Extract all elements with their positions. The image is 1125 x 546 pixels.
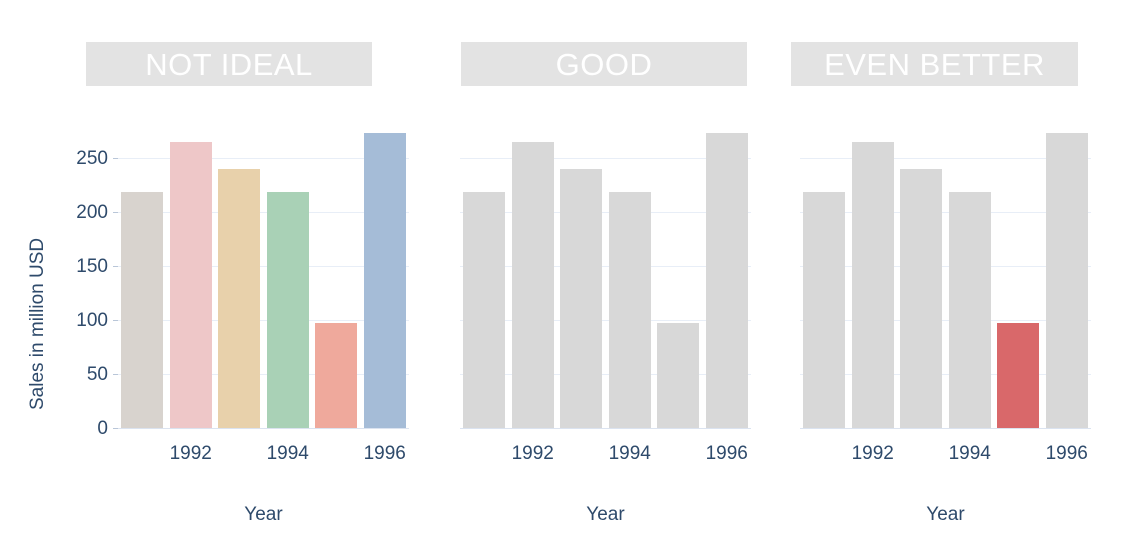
y-tick-mark [113, 428, 118, 429]
y-tick-mark [113, 319, 118, 321]
bar-1992[interactable] [851, 141, 894, 428]
x-axis-title: Year [586, 504, 625, 525]
bar-1991[interactable] [463, 192, 506, 428]
bar-1992[interactable] [511, 141, 554, 428]
x-tick-label: 1994 [608, 443, 651, 464]
chart-title-banner: GOOD [461, 42, 747, 86]
chart-title-banner: NOT IDEAL [86, 42, 372, 86]
bar-group [460, 120, 751, 428]
bar-1992[interactable] [169, 141, 212, 428]
x-tick-label: 1996 [363, 443, 406, 464]
bar-1996[interactable] [363, 132, 406, 428]
bar-1991[interactable] [803, 192, 846, 428]
chart-title-text: GOOD [555, 46, 653, 82]
y-tick-label: 200 [76, 201, 108, 223]
plot-area [118, 120, 409, 429]
bar-1996[interactable] [1045, 132, 1088, 428]
x-tick-label: 1992 [511, 443, 554, 464]
bar-1991[interactable] [121, 192, 164, 428]
bar-1995[interactable] [997, 323, 1040, 428]
y-tick-label: 250 [76, 147, 108, 169]
chart-title-banner: EVEN BETTER [791, 42, 1078, 86]
y-tick-mark [113, 211, 118, 213]
bar-1994[interactable] [948, 192, 991, 428]
bar-group [118, 120, 409, 428]
x-tick-label: 1994 [948, 443, 991, 464]
x-axis-title: Year [244, 504, 283, 525]
x-axis-title: Year [926, 504, 965, 525]
y-tick-label: 50 [86, 363, 108, 385]
x-tick-label: 1992 [851, 443, 894, 464]
bar-1994[interactable] [266, 192, 309, 428]
plot-area [800, 120, 1091, 429]
y-tick-label: 150 [76, 255, 108, 277]
bar-1994[interactable] [608, 192, 651, 428]
bar-1993[interactable] [560, 168, 603, 428]
x-tick-label: 1996 [705, 443, 748, 464]
bar-1995[interactable] [315, 323, 358, 428]
x-tick-label: 1992 [169, 443, 212, 464]
chart-title-text: NOT IDEAL [145, 46, 313, 82]
bar-1996[interactable] [705, 132, 748, 428]
bar-1995[interactable] [657, 323, 700, 428]
x-tick-label: 1996 [1045, 443, 1088, 464]
y-tick-mark [113, 157, 118, 159]
x-tick-label: 1994 [266, 443, 309, 464]
bar-1993[interactable] [900, 168, 943, 428]
y-tick-mark [113, 373, 118, 375]
bar-1993[interactable] [218, 168, 261, 428]
bar-group [800, 120, 1091, 428]
y-tick-label: 100 [76, 309, 108, 331]
y-tick-label: 0 [97, 418, 108, 439]
y-tick-mark [113, 265, 118, 267]
x-axis-line [800, 428, 1091, 429]
chart-title-text: EVEN BETTER [824, 46, 1045, 82]
